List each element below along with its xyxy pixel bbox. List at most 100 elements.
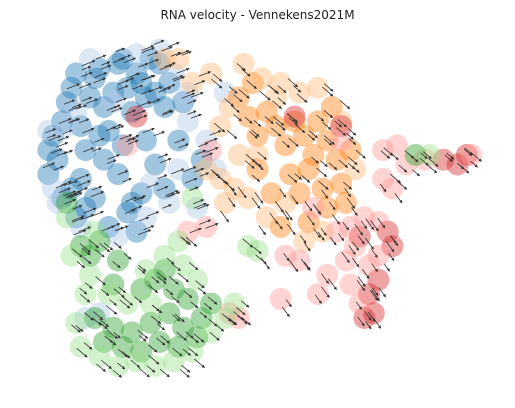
velocity-arrow [79,118,90,124]
velocity-arrow [199,219,212,225]
velocity-arrow [76,347,88,358]
cell-point [311,220,334,243]
cell-point [116,134,139,157]
cell-point [65,62,88,85]
velocity-arrow [208,318,218,327]
velocity-arrow [251,174,261,182]
velocity-arrow [101,61,111,66]
cell-point [265,86,288,109]
velocity-arrow [291,195,299,205]
velocity-arrow [68,105,82,112]
velocity-arrow [48,135,62,141]
velocity-arrow [115,47,126,53]
velocity-arrow [189,227,202,234]
velocity-arrow [159,64,173,71]
velocity-arrow [151,276,160,284]
velocity-arrow [78,226,92,232]
velocity-arrow [264,116,274,125]
cell-point [93,148,115,171]
velocity-arrow [267,84,278,94]
velocity-arrow [81,71,93,77]
velocity-arrow [174,138,186,144]
velocity-arrow [138,264,147,272]
cell-point [79,263,102,286]
velocity-arrow [306,215,315,226]
velocity-arrow [464,147,474,156]
cell-point [367,244,390,267]
cell-point [65,100,88,123]
velocity-arrow [138,334,147,342]
velocity-arrow [352,241,360,251]
cell-point [269,72,292,94]
cell-point [148,52,171,75]
velocity-arrow [269,212,279,225]
velocity-arrow [138,216,150,222]
velocity-arrow [94,72,108,78]
velocity-arrow [420,152,428,160]
velocity-arrow [187,99,197,104]
cell-point [37,139,60,162]
velocity-arrow [100,359,112,370]
velocity-arrow [171,263,181,272]
velocity-arrow [117,170,129,176]
cell-point [134,129,157,152]
velocity-arrow [134,196,145,202]
cell-point [404,143,427,166]
velocity-arrow [304,201,313,212]
velocity-arrow [318,180,329,190]
cell-point [37,163,60,186]
velocity-arrow [321,286,330,299]
velocity-arrow [127,134,140,141]
cell-point [306,76,329,99]
cell-point [344,235,367,258]
velocity-arrow [62,129,73,135]
velocity-arrow [371,287,379,296]
velocity-arrow [206,137,218,144]
velocity-arrow [192,199,205,205]
velocity-arrow [151,315,161,325]
velocity-arrow [79,287,88,295]
velocity-arrow [93,311,104,321]
velocity-arrow [148,86,163,93]
velocity-arrow [115,125,125,130]
velocity-arrow [201,152,214,158]
velocity-arrow [175,50,190,56]
velocity-arrow [194,80,206,86]
velocity-arrow [83,207,97,214]
velocity-arrow [84,282,93,289]
velocity-arrow [162,109,173,115]
cell-point [158,191,181,214]
velocity-arrow [172,347,183,357]
velocity-arrow [391,236,399,247]
velocity-arrow [160,46,173,52]
velocity-arrow [128,72,140,78]
velocity-arrow [190,91,204,98]
cell-point [111,335,134,358]
velocity-arrow [255,254,267,265]
velocity-arrow [165,190,179,196]
velocity-arrow [307,134,316,141]
cell-point [362,302,385,325]
velocity-arrow [173,76,186,82]
velocity-arrow [379,183,387,193]
cell-point [283,105,306,128]
velocity-arrow [341,251,350,264]
velocity-arrow [172,314,181,322]
velocity-arrow [125,196,138,202]
velocity-arrow [357,235,365,245]
velocity-arrow [195,149,207,155]
velocity-arrow [217,175,227,184]
velocity-arrow [93,77,106,84]
velocity-arrow [72,248,83,258]
velocity-arrow [371,249,378,258]
velocity-arrow [83,342,93,350]
cell-point [69,167,92,190]
velocity-arrow [303,261,311,271]
velocity-arrow [199,311,208,319]
velocity-arrow [322,121,332,130]
velocity-arrow [177,272,189,283]
velocity-arrow [95,276,106,286]
velocity-arrow [323,83,334,92]
velocity-arrow [228,86,238,94]
velocity-arrow [134,114,148,121]
